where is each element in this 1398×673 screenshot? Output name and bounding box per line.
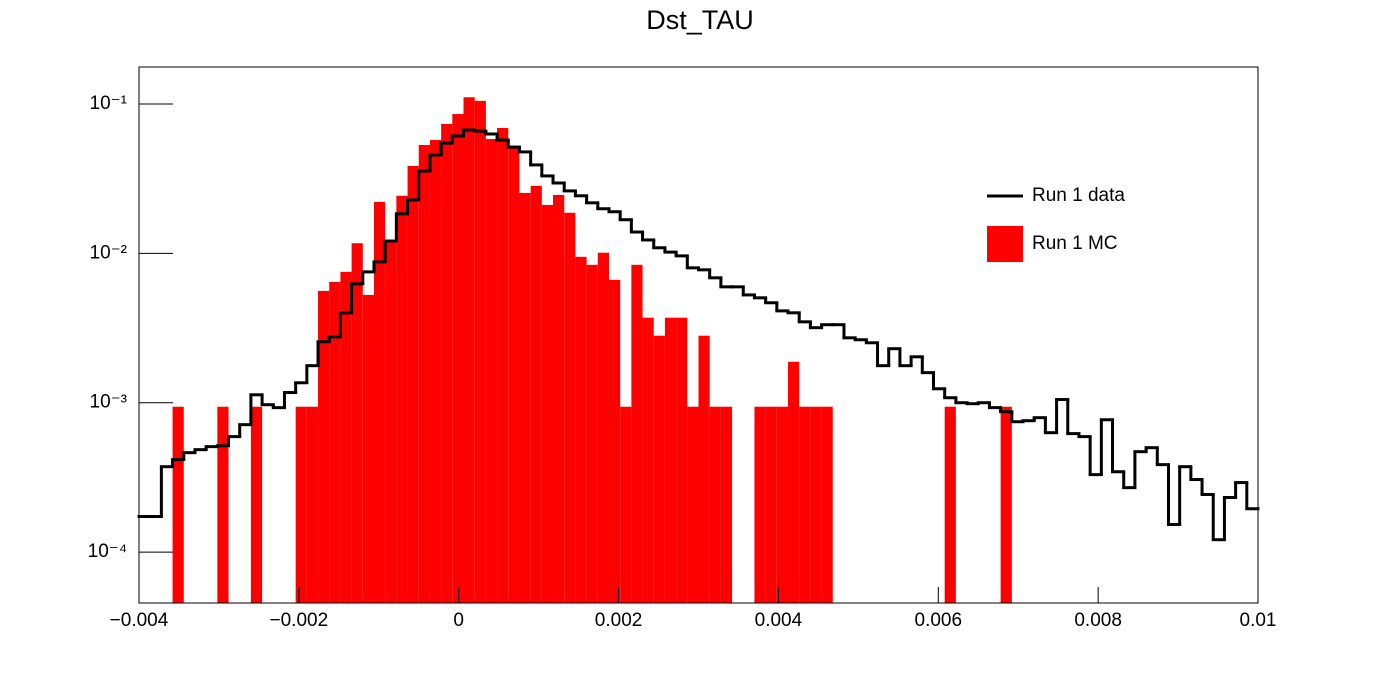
bar xyxy=(631,264,643,603)
bar xyxy=(407,165,419,603)
bar xyxy=(362,294,374,603)
bar xyxy=(351,243,363,603)
bar xyxy=(664,317,677,603)
bar xyxy=(653,335,665,603)
x-tick-label: 0.002 xyxy=(595,610,643,631)
bar xyxy=(172,406,184,603)
bar xyxy=(620,406,632,603)
bar xyxy=(373,201,386,603)
bar xyxy=(754,406,766,603)
x-tick-label: 0.004 xyxy=(755,610,803,631)
y-tick-label: 10⁻³ xyxy=(90,392,128,413)
bar xyxy=(329,281,341,603)
bar xyxy=(306,406,319,603)
x-tick-label: 0 xyxy=(453,610,464,631)
bar xyxy=(441,124,453,603)
x-tick-label: 0.01 xyxy=(1240,610,1277,631)
bar xyxy=(709,406,721,603)
bar xyxy=(474,100,486,603)
bar xyxy=(519,192,531,603)
bar xyxy=(788,361,800,603)
chart-title: Dst_TAU xyxy=(646,5,754,35)
legend-label: Run 1 MC xyxy=(1032,233,1118,254)
bar xyxy=(776,406,789,603)
x-tick-label: −0.002 xyxy=(270,610,329,631)
bar xyxy=(564,212,576,603)
bar xyxy=(944,406,956,603)
bar xyxy=(485,139,498,604)
bar xyxy=(452,114,464,603)
y-tick-label: 10⁻¹ xyxy=(90,93,128,114)
bar xyxy=(497,128,509,604)
bar xyxy=(687,406,699,603)
y-tick-label: 10⁻² xyxy=(90,242,128,263)
bar xyxy=(698,335,710,603)
bar xyxy=(720,406,733,603)
x-tick-label: −0.004 xyxy=(110,610,169,631)
bar xyxy=(318,290,330,603)
bar xyxy=(575,256,587,603)
bar xyxy=(340,271,352,603)
bar xyxy=(676,317,688,603)
bar xyxy=(597,252,609,603)
bar xyxy=(429,140,442,603)
x-tick-label: 0.006 xyxy=(915,610,963,631)
bar xyxy=(396,195,408,603)
bar xyxy=(642,317,654,603)
bar xyxy=(821,406,833,603)
legend-label: Run 1 data xyxy=(1032,185,1125,206)
bar xyxy=(765,406,777,603)
bar xyxy=(541,204,554,603)
bar xyxy=(463,97,475,604)
bar xyxy=(553,194,565,603)
bar xyxy=(217,406,229,603)
bar xyxy=(385,239,397,603)
bar xyxy=(508,145,520,604)
bar xyxy=(810,406,822,603)
bar xyxy=(530,185,542,603)
bar xyxy=(295,406,307,603)
y-tick-label: 10⁻⁴ xyxy=(88,541,127,562)
plot-frame xyxy=(138,66,1259,604)
bar xyxy=(250,406,263,603)
x-tick-label: 0.008 xyxy=(1074,610,1122,631)
bar xyxy=(418,144,430,603)
bar xyxy=(1000,406,1012,603)
legend-swatch xyxy=(987,226,1023,262)
bar xyxy=(799,406,811,603)
bar xyxy=(586,264,598,603)
bar xyxy=(608,279,621,603)
